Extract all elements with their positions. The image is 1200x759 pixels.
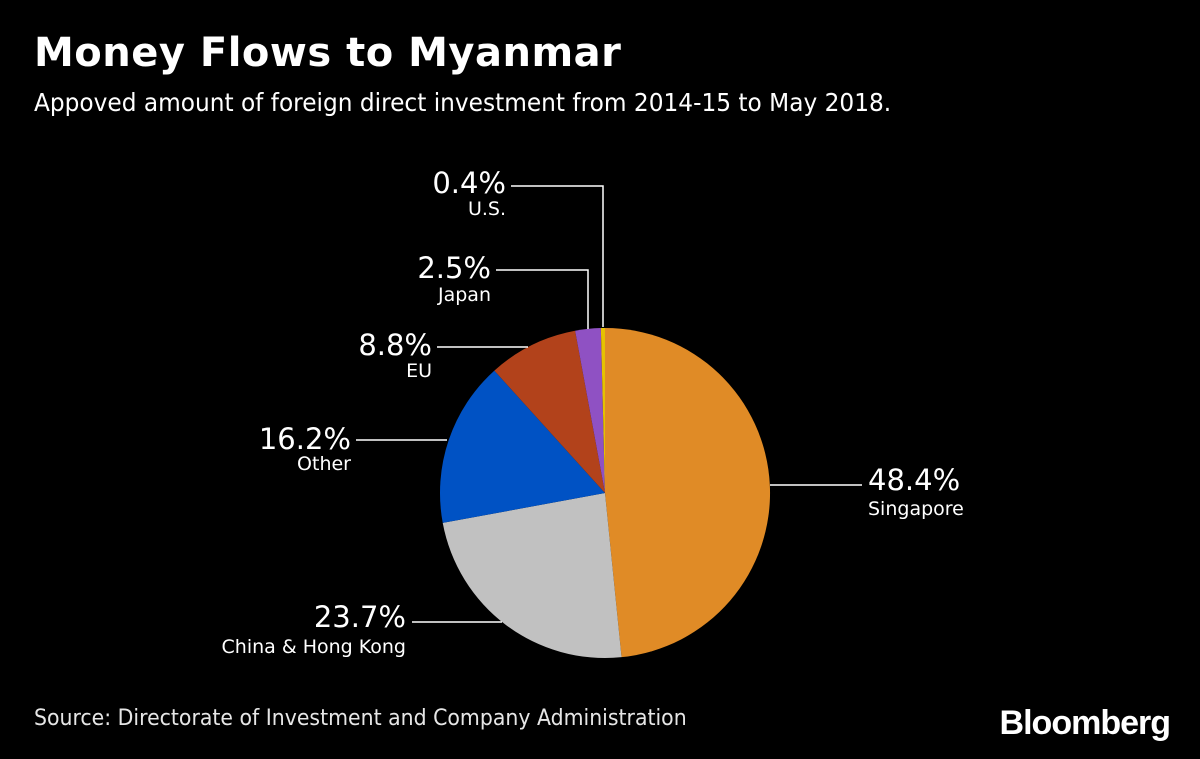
bloomberg-logo: Bloomberg <box>999 704 1171 742</box>
category-label-japan: Japan <box>437 284 491 306</box>
chart-title: Money Flows to Myanmar <box>34 30 622 76</box>
value-label-eu: 8.8% <box>358 328 432 362</box>
pie-slice-eu <box>494 330 605 493</box>
category-label-china-hong-kong: China & Hong Kong <box>222 636 406 658</box>
pie-slice-china-hong-kong <box>442 493 622 659</box>
value-label-china-hong-kong: 23.7% <box>314 600 406 634</box>
pie-slice-japan <box>575 328 605 493</box>
leader-line-u-s <box>511 185 604 327</box>
leader-line-japan <box>496 269 589 329</box>
pie-slice-singapore <box>605 328 771 658</box>
value-label-u-s: 0.4% <box>432 166 506 200</box>
value-label-japan: 2.5% <box>417 251 491 285</box>
pie-slice-u-s <box>600 327 605 493</box>
category-label-u-s: U.S. <box>468 198 506 220</box>
value-label-singapore: 48.4% <box>868 463 960 497</box>
value-label-other: 16.2% <box>259 422 351 456</box>
chart-subtitle: Appoved amount of foreign direct investm… <box>34 88 892 117</box>
category-label-eu: EU <box>406 360 432 382</box>
source-note: Source: Directorate of Investment and Co… <box>34 706 687 731</box>
category-label-singapore: Singapore <box>868 498 964 520</box>
pie-slice-other <box>439 370 605 523</box>
category-label-other: Other <box>297 453 351 475</box>
